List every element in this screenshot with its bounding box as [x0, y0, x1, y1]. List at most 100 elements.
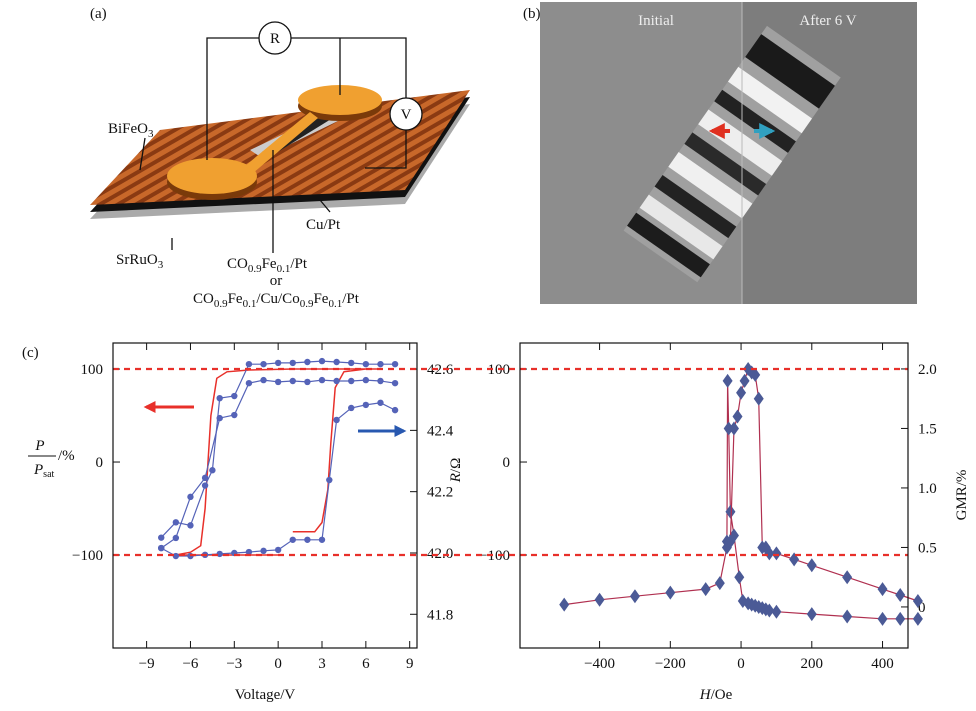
data-line	[727, 369, 918, 601]
data-point	[158, 545, 164, 551]
y2-tick-label: 0.5	[918, 540, 937, 556]
device-diagram	[90, 22, 470, 253]
data-point	[187, 522, 193, 528]
data-point	[187, 494, 193, 500]
y-tick-label: −100	[72, 548, 103, 564]
y2-tick-label: 42.6	[427, 362, 454, 378]
layer-label: CO0.9Fe0.1/Pt	[227, 256, 308, 275]
or-label: or	[270, 273, 283, 289]
data-point	[363, 361, 369, 367]
data-point	[246, 380, 252, 386]
y2-axis-label: GMR/%	[954, 470, 970, 521]
data-point	[216, 551, 222, 557]
data-point	[842, 570, 852, 584]
data-point	[729, 421, 739, 435]
data-point	[392, 380, 398, 386]
x-tick-label: 200	[801, 656, 824, 672]
microscopy-image	[540, 2, 917, 304]
data-point	[290, 360, 296, 366]
data-point	[319, 537, 325, 543]
data-point	[734, 570, 744, 584]
resistance-symbol: R	[270, 31, 280, 47]
data-point	[895, 588, 905, 602]
data-point	[319, 377, 325, 383]
data-point	[630, 589, 640, 603]
x-tick-label: 0	[274, 656, 282, 672]
y-tick-label: 0	[96, 455, 104, 471]
y2-tick-label: 42.2	[427, 485, 453, 501]
layer-label: BiFeO3	[108, 121, 154, 140]
layer-label: CO0.9Fe0.1/Cu/Co0.9Fe0.1/Pt	[193, 291, 360, 310]
y2-tick-label: 41.8	[427, 607, 453, 623]
x-tick-label: −9	[139, 656, 155, 672]
data-point	[231, 412, 237, 418]
data-point	[202, 475, 208, 481]
data-point	[173, 519, 179, 525]
data-point	[173, 535, 179, 541]
x-tick-label: 3	[318, 656, 326, 672]
data-point	[348, 405, 354, 411]
data-point	[377, 378, 383, 384]
x-tick-label: 9	[406, 656, 414, 672]
data-point	[878, 612, 888, 626]
data-point	[348, 378, 354, 384]
data-point	[209, 467, 215, 473]
data-point	[878, 582, 888, 596]
data-point	[559, 598, 569, 612]
layer-label: Cu/Pt	[306, 217, 341, 233]
data-point	[665, 586, 675, 600]
data-point	[807, 558, 817, 572]
data-point	[348, 360, 354, 366]
voltage-symbol: V	[401, 107, 412, 123]
y2-tick-label: 1.0	[918, 481, 937, 497]
data-point	[275, 360, 281, 366]
x-tick-label: 6	[362, 656, 370, 672]
data-point	[363, 402, 369, 408]
data-point	[771, 546, 781, 560]
data-line	[161, 361, 395, 537]
y2-tick-label: 1.5	[918, 421, 937, 437]
x-axis-label: H/Oe	[699, 687, 733, 703]
data-point	[771, 605, 781, 619]
y-tick-label: 100	[81, 362, 104, 378]
x-tick-label: −400	[584, 656, 615, 672]
data-point	[275, 547, 281, 553]
y-axis-label: P	[34, 438, 44, 454]
data-point	[754, 392, 764, 406]
data-point	[260, 361, 266, 367]
data-point	[723, 374, 733, 388]
data-point	[733, 410, 743, 424]
panel-label: (a)	[90, 6, 107, 22]
data-point	[895, 612, 905, 626]
data-point	[842, 609, 852, 623]
data-point	[319, 358, 325, 364]
data-point	[326, 477, 332, 483]
data-point	[363, 377, 369, 383]
x-tick-label: 400	[871, 656, 894, 672]
data-point	[333, 378, 339, 384]
y-axis-label: /%	[58, 448, 75, 464]
data-point	[595, 593, 605, 607]
x-tick-label: −3	[226, 656, 242, 672]
data-point	[304, 537, 310, 543]
data-point	[392, 407, 398, 413]
x-axis-label: Voltage/V	[235, 687, 296, 703]
data-point	[275, 379, 281, 385]
data-point	[202, 482, 208, 488]
data-point	[392, 361, 398, 367]
y-tick-label: −100	[479, 548, 510, 564]
data-point	[246, 361, 252, 367]
data-point	[701, 582, 711, 596]
data-point	[377, 361, 383, 367]
data-point	[333, 359, 339, 365]
panel-label: (b)	[523, 6, 541, 22]
data-point	[377, 400, 383, 406]
x-tick-label: −6	[182, 656, 198, 672]
layer-label: SrRuO3	[116, 252, 164, 271]
data-point	[158, 534, 164, 540]
data-point	[715, 576, 725, 590]
panel-label: (c)	[22, 345, 39, 361]
data-point	[216, 415, 222, 421]
data-point	[231, 393, 237, 399]
